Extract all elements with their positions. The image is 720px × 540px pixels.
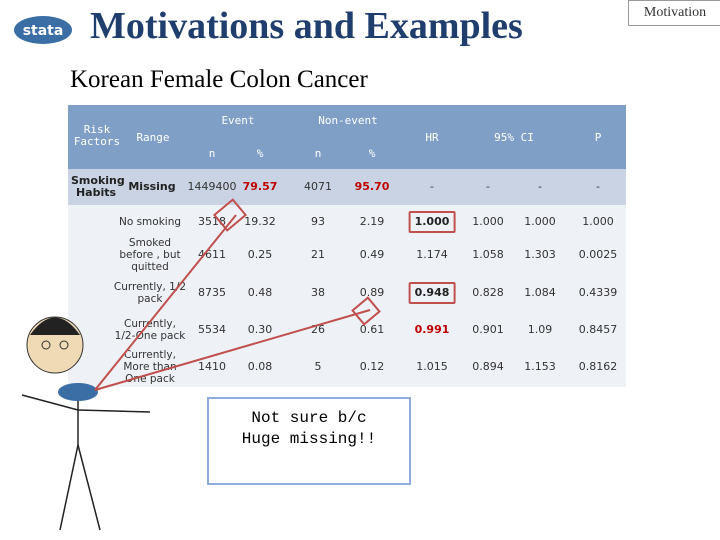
table-cell: 1.000 xyxy=(582,215,614,228)
table-cell: 0.08 xyxy=(247,360,273,373)
table-cell: 0.12 xyxy=(359,360,385,373)
table-cell: 5534 xyxy=(198,323,226,336)
column-header: Risk Factors xyxy=(73,123,121,148)
column-header: Non-event xyxy=(318,114,378,127)
table-cell: 2.19 xyxy=(359,215,385,228)
table-cell: 1.015 xyxy=(416,360,448,373)
table-cell: 0.8457 xyxy=(578,323,618,336)
callout: Not sure b/c Huge missing!! xyxy=(208,408,410,450)
column-subheader: n xyxy=(314,147,322,160)
header-bg xyxy=(408,105,626,169)
table-cell: 1.09 xyxy=(527,323,553,336)
table-cell: 1.000 xyxy=(472,215,504,228)
table-cell: - xyxy=(596,180,600,193)
table-cell: 0.89 xyxy=(359,286,385,299)
column-subheader: % xyxy=(256,147,264,160)
row-label: Currently, 1/2-One pack xyxy=(114,318,186,342)
row-bg xyxy=(68,205,626,387)
header-bg xyxy=(68,105,408,169)
row-label: Missing xyxy=(128,180,176,193)
table-cell: 4611 xyxy=(198,248,226,261)
table-cell: 0.48 xyxy=(247,286,273,299)
column-header: Event xyxy=(221,114,255,127)
table-cell: 0.0025 xyxy=(578,248,618,261)
table-cell: 21 xyxy=(311,248,325,261)
table-cell: 95.70 xyxy=(354,180,390,193)
table-cell: 1.000 xyxy=(408,211,456,233)
callout-line: Huge missing!! xyxy=(241,430,377,448)
table-cell: 0.894 xyxy=(472,360,504,373)
logo-text: stata xyxy=(23,23,64,39)
callout-line: Not sure b/c xyxy=(251,409,367,427)
table-cell: 1.153 xyxy=(524,360,556,373)
table-cell: 19.32 xyxy=(244,215,276,228)
table-cell: 1.084 xyxy=(524,286,556,299)
table-cell: 1449400 xyxy=(187,180,237,193)
table-cell: 1.000 xyxy=(524,215,556,228)
table-cell: - xyxy=(538,180,542,193)
column-header: Range xyxy=(136,131,170,144)
row-label: Currently, 1/2 pack xyxy=(113,281,187,305)
table-cell: 93 xyxy=(311,215,325,228)
row-group-label: Smoking Habits xyxy=(71,174,125,199)
table-cell: 79.57 xyxy=(242,180,278,193)
table-cell: 1410 xyxy=(198,360,226,373)
table-cell: 0.4339 xyxy=(578,286,618,299)
column-header: HR xyxy=(425,131,439,144)
table-cell: 1.174 xyxy=(416,248,448,261)
table-cell: 3518 xyxy=(198,215,226,228)
table-cell: 0.8162 xyxy=(578,360,618,373)
table-cell: 0.948 xyxy=(408,282,456,304)
table-cell: 8735 xyxy=(198,286,226,299)
row-bg xyxy=(68,169,626,205)
table-cell: 0.49 xyxy=(359,248,385,261)
row-label: No smoking xyxy=(118,216,182,228)
table-cell: 1.303 xyxy=(524,248,556,261)
table-cell: - xyxy=(430,180,434,193)
table-cell: 0.828 xyxy=(472,286,504,299)
table-cell: 0.901 xyxy=(472,323,504,336)
table-cell: - xyxy=(486,180,490,193)
column-subheader: n xyxy=(208,147,216,160)
table-cell: 0.61 xyxy=(359,323,385,336)
table-cell: 0.991 xyxy=(414,323,450,336)
section-tab: Motivation xyxy=(628,0,720,26)
table-cell: 0.25 xyxy=(247,248,273,261)
table-cell: 4071 xyxy=(304,180,332,193)
table-cell: 38 xyxy=(311,286,325,299)
column-header: P xyxy=(594,131,602,144)
row-label: Smoked before , but quitted xyxy=(119,237,181,273)
table-cell: 5 xyxy=(314,360,322,373)
column-header: 95% CI xyxy=(494,131,534,144)
table-cell: 1.058 xyxy=(472,248,504,261)
table-cell: 0.30 xyxy=(247,323,273,336)
slide-title: Motivations and Examples xyxy=(90,5,523,47)
subtitle: Korean Female Colon Cancer xyxy=(70,66,368,93)
column-subheader: % xyxy=(368,147,376,160)
logo: stata xyxy=(14,16,72,44)
